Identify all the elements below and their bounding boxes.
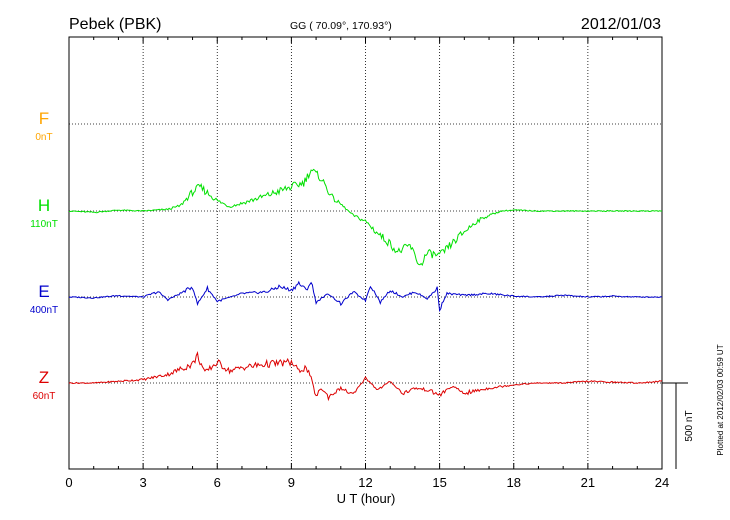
x-axis-ticks: 0 3 6 9 12 15 18 21 24 — [65, 37, 669, 490]
station-title: Pebek (PBK) — [69, 16, 161, 33]
x-tick-label-3: 3 — [140, 475, 147, 490]
x-tick-label-6: 6 — [214, 475, 221, 490]
station-coordinates: GG ( 70.09°, 170.93°) — [290, 20, 392, 32]
x-tick-label-18: 18 — [507, 475, 521, 490]
x-tick-label-9: 9 — [288, 475, 295, 490]
x-axis-title: U T (hour) — [337, 491, 396, 506]
series-layer — [68, 168, 663, 402]
series-line-z — [68, 351, 663, 402]
series-line-h — [69, 168, 662, 266]
series-offset-f: 0nT — [35, 132, 52, 143]
x-tick-label-12: 12 — [358, 475, 372, 490]
series-line-e — [68, 280, 663, 313]
x-tick-label-21: 21 — [581, 475, 595, 490]
series-label-z: Z — [39, 368, 49, 387]
x-tick-label-0: 0 — [65, 475, 72, 490]
series-label-f: F — [39, 109, 49, 128]
series-offset-h: 110nT — [30, 219, 58, 230]
series-offset-z: 60nT — [33, 391, 56, 402]
date-label: 2012/01/03 — [581, 16, 661, 33]
x-tick-label-15: 15 — [432, 475, 446, 490]
series-offset-e: 400nT — [30, 305, 58, 316]
series-label-h: H — [38, 196, 50, 215]
grid-lines — [69, 37, 662, 469]
scale-bar-label: 500 nT — [684, 410, 695, 441]
plotted-at-note: Plotted at 2012/02/03 00:59 UT — [716, 344, 725, 455]
series-label-e: E — [38, 282, 49, 301]
x-tick-label-24: 24 — [655, 475, 669, 490]
